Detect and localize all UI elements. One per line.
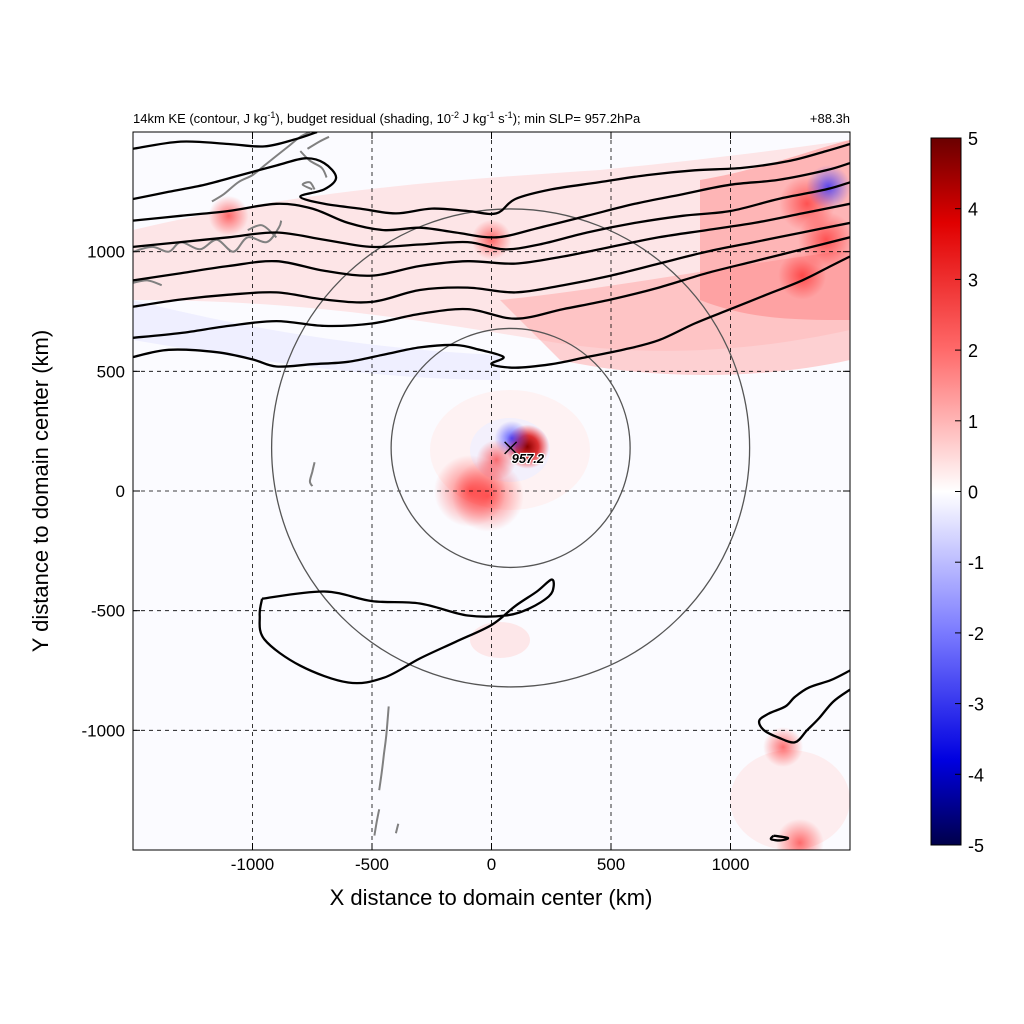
colorbar-tick-label: -2 — [968, 624, 984, 644]
x-tick-label: 0 — [487, 855, 496, 874]
y-axis-label: Y distance to domain center (km) — [28, 330, 53, 652]
x-tick-label: -1000 — [231, 855, 274, 874]
colorbar-tick-label: 4 — [968, 200, 978, 220]
chart-title-part: 14km KE (contour, J kg — [133, 111, 267, 126]
x-tick-label: 1000 — [712, 855, 750, 874]
residual-features — [208, 165, 850, 850]
ke-contour — [133, 142, 850, 216]
ke-contour — [133, 161, 850, 239]
chart-title-exponent: -2 — [451, 110, 459, 120]
ke-contour — [133, 132, 318, 150]
y-tick-label: 1000 — [87, 243, 125, 262]
y-tick-label: 0 — [116, 482, 125, 501]
coastline — [306, 135, 330, 150]
ke-contours — [133, 132, 850, 842]
colorbar-tick-label: -5 — [968, 836, 984, 856]
coastline — [394, 823, 400, 834]
ke-contour — [133, 255, 850, 369]
y-tick-label: 500 — [97, 362, 125, 381]
ke-contour — [133, 181, 850, 251]
coastline — [301, 181, 316, 191]
ke-contour — [258, 578, 555, 685]
colorbar-tick-label: -4 — [968, 765, 984, 785]
y-tick-label: -1000 — [82, 721, 125, 740]
colorbar-tick-label: -3 — [968, 695, 984, 715]
coastline — [378, 706, 390, 791]
coastline — [299, 150, 328, 178]
residual-blob — [208, 195, 249, 236]
ke-contour — [133, 202, 850, 282]
coastline — [308, 462, 316, 487]
residual-blob — [775, 818, 824, 850]
chart-title-exponent: -1 — [505, 110, 513, 120]
y-tick-label: -500 — [91, 602, 125, 621]
axis-ticks: -1000 -500 0 500 1000 -1000 -500 0 500 1000 — [82, 132, 850, 874]
colorbar-tick-label: 2 — [968, 341, 978, 361]
colorbar-tick-label: 0 — [968, 483, 978, 503]
residual-blob — [778, 251, 827, 300]
coastline — [247, 224, 278, 239]
chart-title-part: s — [495, 111, 506, 126]
residual-blob — [763, 727, 804, 768]
coastlines — [133, 132, 400, 836]
storm-center-marker — [504, 441, 518, 455]
ke-contour — [133, 221, 850, 308]
x-tick-label: -500 — [355, 855, 389, 874]
chart-title-part: ), budget residual (shading, 10 — [275, 111, 451, 126]
forecast-time-label: +88.3h — [810, 111, 850, 126]
chart-title-exponent: -1 — [487, 110, 495, 120]
chart-title-exponent: -1 — [267, 110, 275, 120]
residual-blob — [806, 165, 850, 210]
residual-blob — [451, 459, 524, 532]
chart-title-part: ); min SLP= 957.2hPa — [513, 111, 641, 126]
min-slp-label: 957.2 — [512, 451, 545, 466]
colorbar-tick-label: -1 — [968, 553, 984, 573]
coastline — [373, 809, 381, 836]
colorbar-tick-label: 1 — [968, 412, 978, 432]
colorbar-tick-label: 5 — [968, 129, 978, 149]
range-circle — [270, 208, 751, 688]
range-circle — [390, 327, 631, 569]
chart-title-part: J kg — [459, 111, 486, 126]
ke-contour — [757, 669, 850, 744]
ke-contour — [133, 236, 850, 339]
chart-title: 14km KE (contour, J kg-1), budget residu… — [133, 110, 641, 126]
ke-contour — [769, 834, 790, 842]
colorbar-ticks: 5 4 3 2 1 0 -1 -2 -3 -4 -5 — [955, 129, 984, 856]
x-tick-label: 500 — [597, 855, 625, 874]
colorbar-tick-label: 3 — [968, 270, 978, 290]
coastline — [133, 220, 283, 253]
x-axis-label: X distance to domain center (km) — [330, 885, 653, 910]
storm-center: 957.2 — [504, 441, 546, 467]
range-circles — [270, 208, 751, 688]
coastline — [133, 279, 163, 287]
